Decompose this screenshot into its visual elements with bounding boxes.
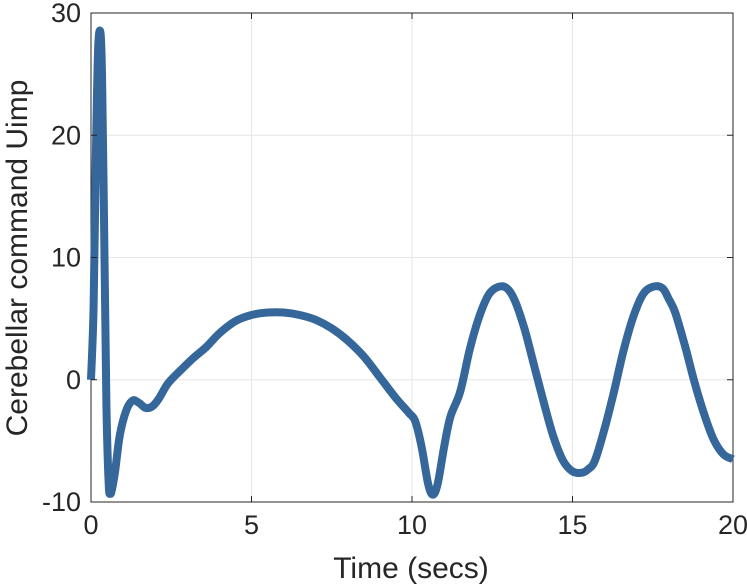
x-tick-label: 20 [718, 510, 747, 540]
y-tick-label: 30 [51, 0, 81, 28]
y-tick-label: 0 [66, 365, 81, 395]
x-tick-label: 5 [244, 510, 259, 540]
y-tick-label: -10 [42, 487, 81, 517]
x-tick-labels: 0 5 10 15 20 [83, 510, 747, 540]
grid-lines [90, 12, 734, 503]
y-axis-label: Cerebellar command Uimp [1, 80, 34, 437]
series-group [87, 26, 735, 499]
x-tick-label: 10 [397, 510, 427, 540]
y-tick-label: 20 [51, 120, 81, 150]
x-tick-label: 15 [557, 510, 587, 540]
x-tick-label: 0 [83, 510, 98, 540]
y-tick-label: 10 [51, 243, 81, 273]
x-axis-label: Time (secs) [333, 552, 489, 585]
tick-marks [90, 12, 734, 503]
series-line [87, 26, 735, 499]
y-tick-labels: -10 0 10 20 30 [42, 0, 81, 517]
